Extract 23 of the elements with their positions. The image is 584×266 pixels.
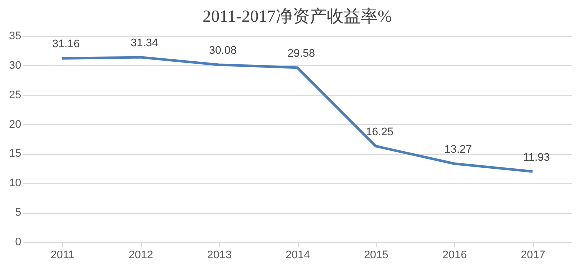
data-label: 31.34 — [130, 38, 158, 50]
y-tick-label: 30 — [9, 60, 22, 72]
data-label: 29.58 — [288, 48, 316, 60]
x-tick-label: 2016 — [442, 250, 468, 262]
y-tick-label: 20 — [9, 118, 22, 131]
y-tick-label: 35 — [9, 30, 22, 42]
x-tick-label: 2017 — [521, 250, 546, 262]
data-label: 31.16 — [52, 38, 80, 51]
data-label: 16.25 — [366, 126, 394, 138]
x-tick-label: 2013 — [207, 250, 232, 262]
chart-title: 2011-2017净资产收益率% — [202, 7, 392, 26]
x-tick-label: 2011 — [50, 250, 75, 262]
y-tick-label: 15 — [9, 148, 22, 160]
y-tick-label: 10 — [9, 178, 22, 190]
data-label: 13.27 — [444, 144, 472, 156]
data-label: 30.08 — [209, 44, 237, 57]
x-tick-label: 2012 — [128, 250, 154, 262]
x-tick-label: 2015 — [364, 250, 389, 262]
y-tick-label: 25 — [9, 89, 22, 102]
y-tick-label: 5 — [15, 207, 22, 220]
x-tick-label: 2014 — [286, 250, 310, 262]
data-label: 11.93 — [523, 152, 550, 164]
y-tick-label: 0 — [15, 236, 22, 248]
